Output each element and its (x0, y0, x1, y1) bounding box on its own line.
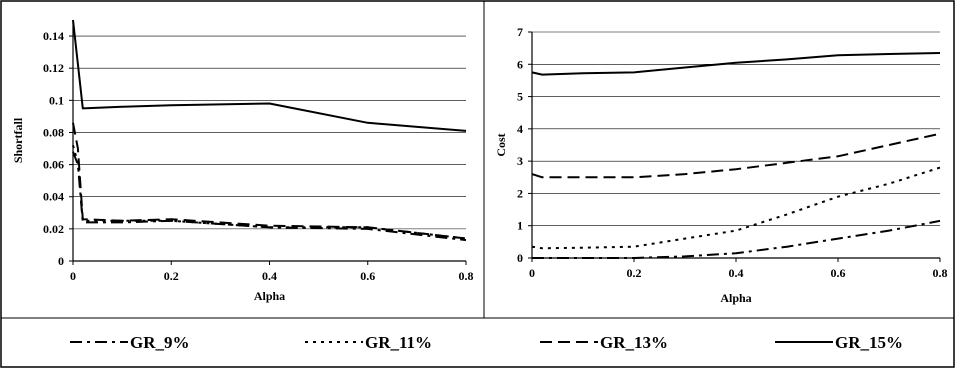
shortfall-y-tick-label: 0.02 (43, 222, 64, 236)
shortfall-series-gr-15pct (72, 19, 467, 132)
shortfall-y-tick-label: 0.14 (43, 29, 64, 43)
cost-y-tick-label: 3 (517, 154, 523, 168)
cost-x-tick-label: 0 (529, 266, 535, 280)
cost-chart: 0 1 2 3 4 5 6 7 0 0.2 0.4 0.6 0.8 Alpha Cost (494, 25, 948, 305)
legend-label-gr-11pct: GR_11% (365, 333, 432, 352)
shortfall-y-axis-label: Shortfall (11, 117, 25, 163)
shortfall-x-tick-label: 0.4 (262, 269, 277, 283)
shortfall-series-gr-9pct (72, 151, 467, 242)
shortfall-y-tick-label: 0.08 (43, 125, 64, 139)
cost-y-axis-label: Cost (494, 133, 508, 156)
cost-x-tick-label: 0.2 (627, 266, 642, 280)
shortfall-x-tick-label: 0.2 (164, 269, 179, 283)
shortfall-x-axis-label: Alpha (254, 289, 285, 303)
shortfall-x-tick-label: 0.6 (360, 269, 375, 283)
cost-y-tick-label: 5 (517, 90, 523, 104)
cost-y-tick-label: 7 (517, 25, 523, 39)
cost-x-tick-label: 0.6 (831, 266, 846, 280)
cost-series-gr-15pct (531, 52, 941, 76)
cost-x-tick-label: 0.4 (729, 266, 744, 280)
cost-series-gr-9pct (532, 219, 941, 259)
cost-y-tick-label: 6 (517, 57, 523, 71)
shortfall-x-tick-label: 0.8 (459, 269, 474, 283)
legend: GR_9% GR_11% GR_13% GR_15% (70, 333, 903, 352)
cost-y-tick-label: 1 (517, 219, 523, 233)
cost-y-tick-label: 4 (517, 122, 523, 136)
cost-x-tick-label: 0.8 (933, 266, 948, 280)
shortfall-y-tick-label: 0.04 (43, 190, 64, 204)
cost-series-gr-13pct (531, 132, 941, 179)
legend-label-gr-15pct: GR_15% (835, 333, 903, 352)
cost-y-tick-label: 0 (517, 251, 523, 265)
shortfall-y-tick-label: 0 (58, 254, 64, 268)
legend-label-gr-9pct: GR_9% (130, 333, 190, 352)
shortfall-y-tick-label: 0.1 (49, 93, 64, 107)
shortfall-chart: 0 0.02 0.04 0.06 0.08 0.1 0.12 0.14 0 0.2 0.4 0.6 0.… (11, 19, 474, 303)
shortfall-x-tick-label: 0 (70, 269, 76, 283)
legend-label-gr-13pct: GR_13% (600, 333, 668, 352)
shortfall-y-tick-label: 0.06 (43, 158, 64, 172)
shortfall-series-gr-13pct (72, 122, 467, 240)
cost-x-axis-label: Alpha (720, 291, 751, 305)
cost-y-tick-label: 2 (517, 186, 523, 200)
shortfall-y-tick-label: 0.12 (43, 61, 64, 75)
